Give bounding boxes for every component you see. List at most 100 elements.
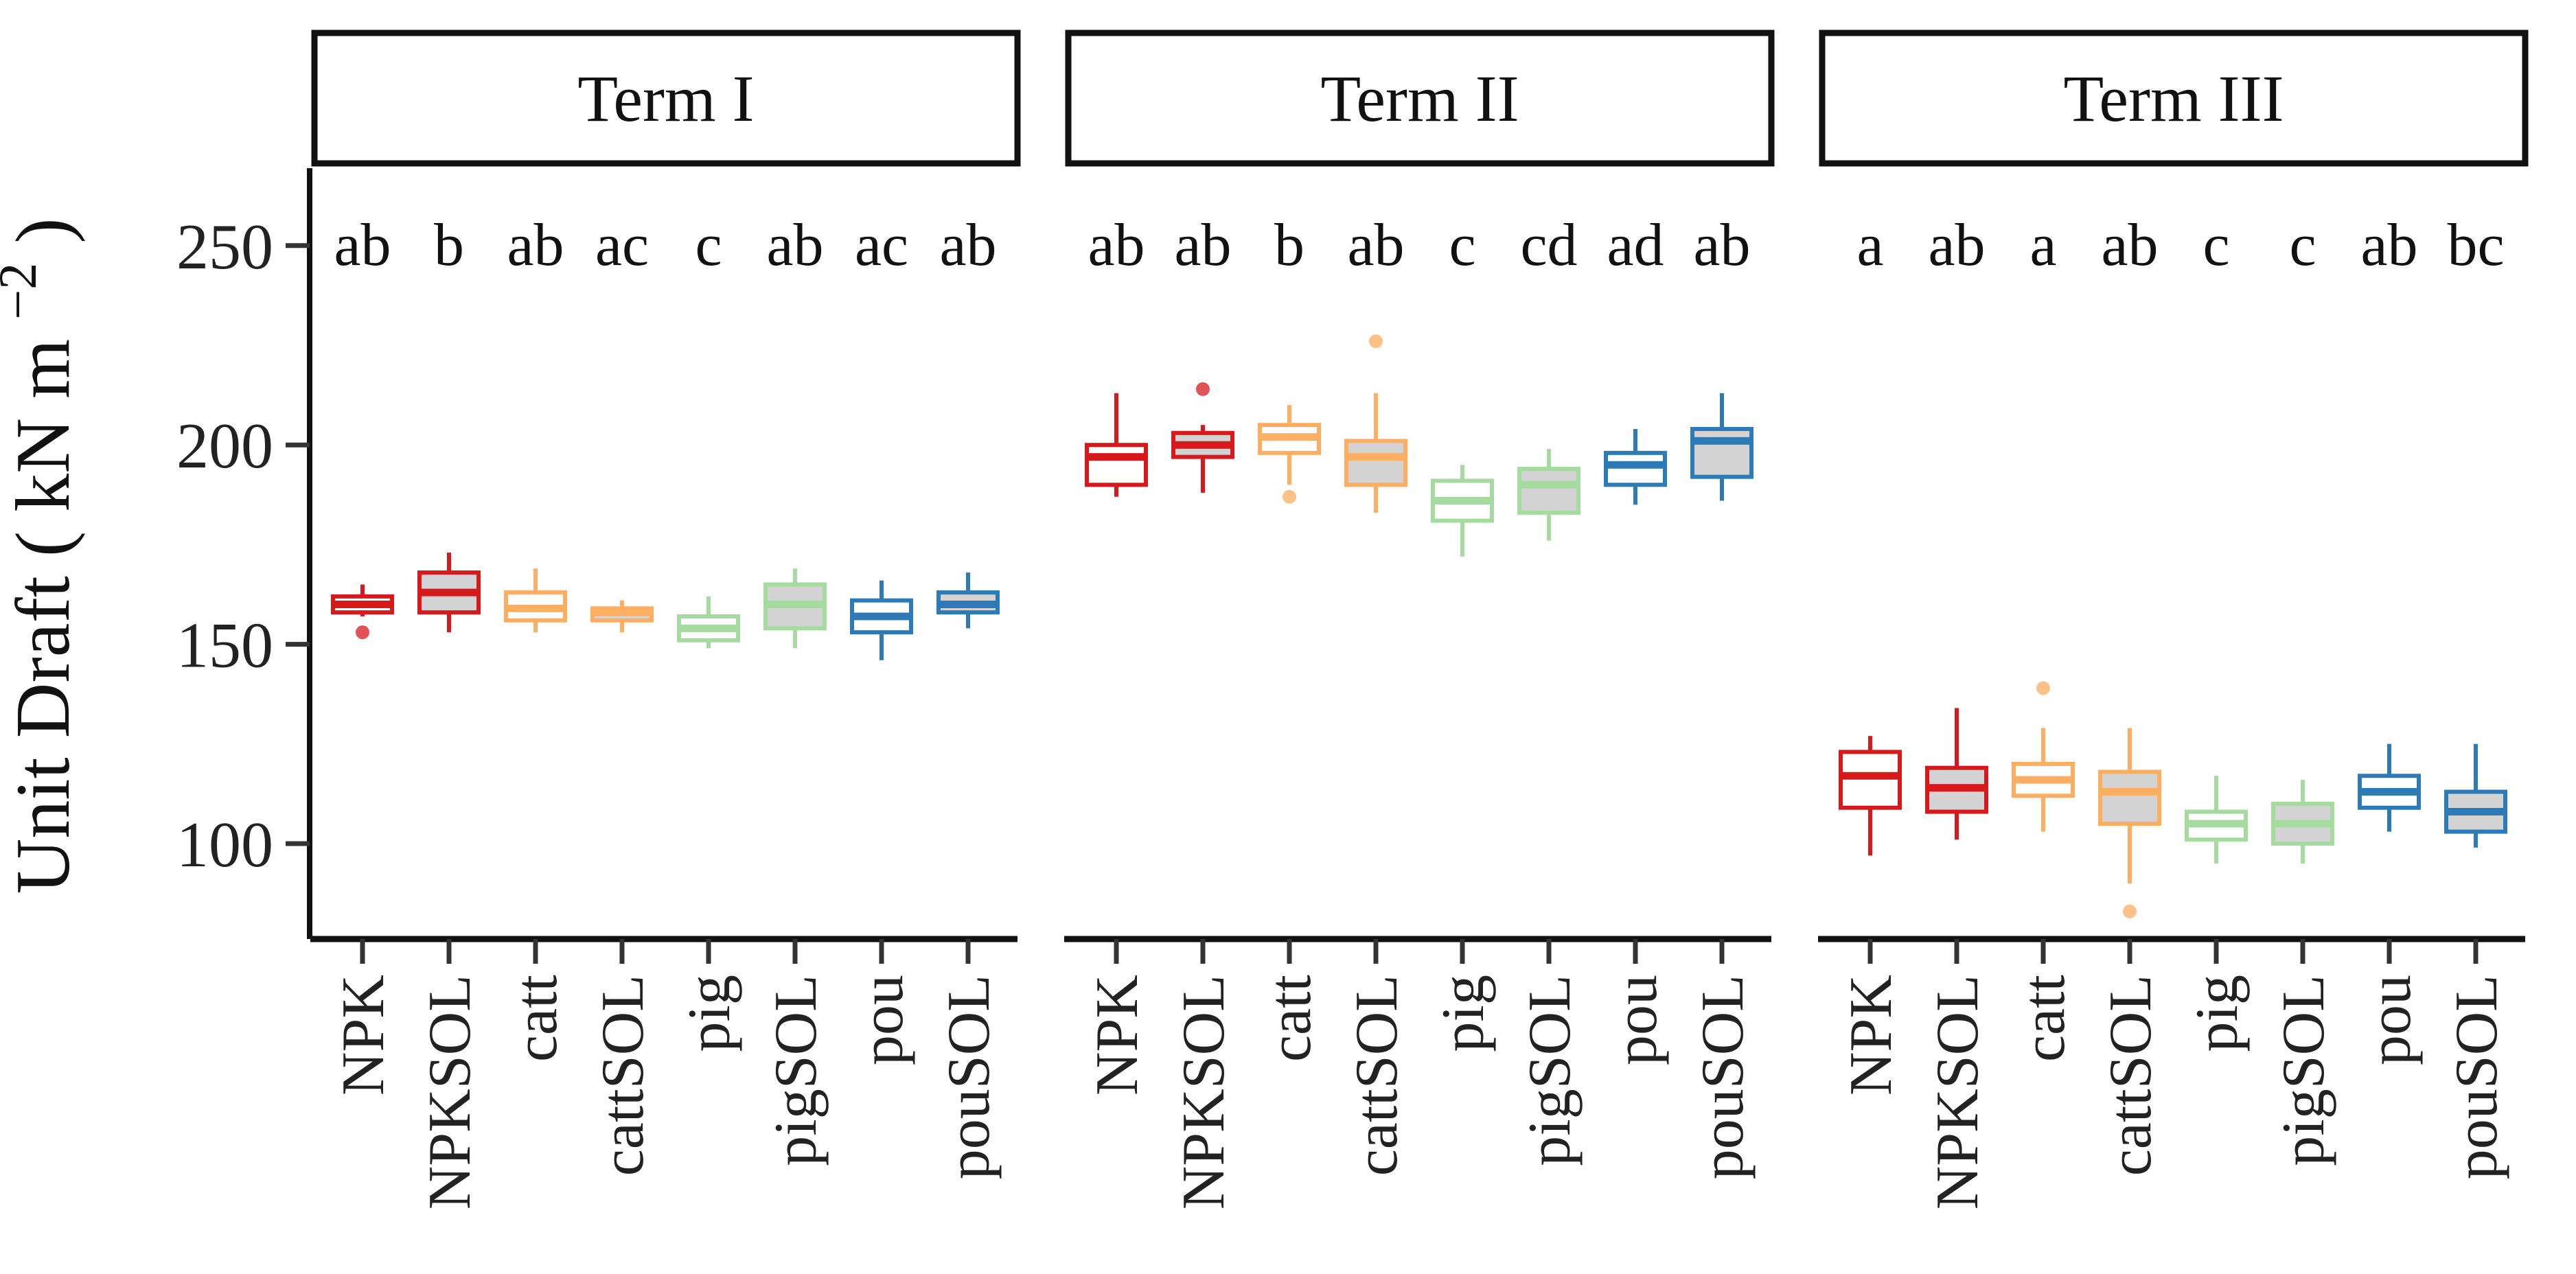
significance-letter: c <box>695 212 722 279</box>
box-pigSOL <box>763 568 827 649</box>
x-tick-label-group: pig <box>2184 975 2251 1052</box>
x-tick-label: NPK <box>1084 975 1151 1096</box>
x-tick-label: pouSOL <box>2443 975 2510 1179</box>
significance-letter: a <box>2029 212 2056 279</box>
box-catt <box>2012 681 2075 832</box>
x-tick-label: pigSOL <box>763 975 829 1166</box>
significance-letter: c <box>2289 212 2316 279</box>
box-catt <box>504 568 567 633</box>
box-NPK <box>331 584 394 640</box>
x-tick-label-group: pig <box>1430 975 1497 1052</box>
box-catt <box>1258 405 1321 504</box>
box-NPKSOL <box>1171 382 1234 493</box>
box-pigSOL <box>2271 780 2334 864</box>
significance-letter: ab <box>2360 212 2417 279</box>
x-tick-label: catt <box>1257 975 1324 1062</box>
x-tick-label-group: pig <box>676 975 743 1052</box>
significance-letter: ab <box>766 212 823 279</box>
x-tick-label: catt <box>503 975 570 1062</box>
x-tick-label-group: catt <box>1257 975 1324 1062</box>
x-tick-label: pouSOL <box>936 975 1002 1179</box>
x-tick-label: pou <box>849 975 916 1065</box>
x-tick-label-group: NPK <box>330 975 397 1096</box>
x-tick-label-group: catt <box>2011 975 2078 1062</box>
box-pouSOL <box>1690 393 1753 501</box>
iqr-box <box>1604 450 1667 487</box>
significance-letter: b <box>1274 212 1304 279</box>
significance-letter: c <box>1449 212 1475 279</box>
facet-strip <box>311 30 1021 167</box>
x-tick-label-group: pigSOL <box>1517 975 1583 1166</box>
significance-letter: ab <box>1347 212 1404 279</box>
significance-letter: b <box>434 212 464 279</box>
box-pou <box>2358 743 2421 832</box>
x-tick-label-group: NPKSOL <box>417 975 483 1209</box>
y-axis-title: Unit Draft ( kN m −2 ) <box>0 218 86 894</box>
box-pouSOL <box>936 572 1000 629</box>
facet-panel: Term II ab NPK ab NPKSOL b catt ab cattSOL c pig cd… <box>1064 30 1775 1209</box>
significance-letter: ab <box>507 212 564 279</box>
facet-panel: Term I ab NPK b NPKSOL ab catt ac cattSOL c pig ab p… <box>310 30 1021 1209</box>
x-tick-label-group: NPKSOL <box>1924 975 1991 1209</box>
iqr-box <box>1517 467 1580 515</box>
significance-letter: cd <box>1520 212 1577 279</box>
significance-letter: ab <box>1693 212 1750 279</box>
iqr-box <box>2098 769 2161 826</box>
y-tick-label: 100 <box>176 809 273 881</box>
x-tick-label: pig <box>1430 975 1497 1052</box>
significance-letter: a <box>1856 212 1883 279</box>
x-tick-label-group: pou <box>1603 975 1670 1065</box>
box-pigSOL <box>1517 449 1580 541</box>
y-axis-label: Unit Draft ( kN m <box>1 339 86 894</box>
significance-letter: bc <box>2447 212 2504 279</box>
x-tick-label-group: NPKSOL <box>1171 975 1237 1209</box>
iqr-box <box>1344 439 1407 487</box>
x-tick-label: pigSOL <box>2270 975 2337 1166</box>
significance-letter: ac <box>855 212 908 279</box>
x-tick-label-group: cattSOL <box>1344 975 1410 1176</box>
x-tick-label: NPK <box>330 975 397 1096</box>
x-tick-label: cattSOL <box>1344 975 1410 1176</box>
x-tick-label: pou <box>1603 975 1670 1065</box>
significance-letter: c <box>2203 212 2229 279</box>
outlier-point <box>2036 681 2050 695</box>
x-tick-label-group: NPK <box>1084 975 1151 1096</box>
x-tick-label: NPKSOL <box>417 975 483 1209</box>
x-tick-label: cattSOL <box>2097 975 2164 1176</box>
x-tick-label: catt <box>2011 975 2078 1062</box>
x-tick-label-group: pou <box>849 975 916 1065</box>
box-pig <box>1431 465 1494 557</box>
y-tick-label: 200 <box>176 410 273 482</box>
box-pouSOL <box>2444 743 2507 848</box>
facet-strip <box>1065 30 1775 167</box>
significance-letter: ab <box>1174 212 1231 279</box>
svg-text:Unit Draft ( kN m −2: Unit Draft ( kN m −2 ) <box>0 218 86 894</box>
y-axis-label-superscript: −2 <box>0 263 47 320</box>
y-tick-label: 250 <box>176 211 273 283</box>
x-tick-label: pig <box>2184 975 2251 1052</box>
x-tick-label: pigSOL <box>1517 975 1583 1166</box>
box-pig <box>677 596 740 649</box>
x-tick-label: pou <box>2357 975 2424 1065</box>
facet-title: Term III <box>2063 62 2284 135</box>
x-tick-label-group: pou <box>2357 975 2424 1065</box>
outlier-point <box>2123 904 2137 918</box>
iqr-box <box>1839 750 1902 810</box>
facet-panel: Term III a NPK ab NPKSOL a catt ab cattSOL c pig c p… <box>1818 30 2529 1209</box>
x-tick-label: pouSOL <box>1690 975 1756 1179</box>
x-tick-label-group: NPK <box>1838 975 1905 1096</box>
facet-title: Term II <box>1320 62 1519 135</box>
outlier-point <box>1196 382 1210 396</box>
outlier-point <box>356 625 369 640</box>
x-tick-label-group: pigSOL <box>763 975 829 1166</box>
box-NPK <box>1085 393 1148 497</box>
significance-letter: ab <box>1088 212 1145 279</box>
x-tick-label: pig <box>676 975 743 1052</box>
facet-panels: Term IabNPKbNPKSOLabcattaccattSOLcpigabp… <box>310 30 2529 1209</box>
significance-letter: ab <box>1928 212 1985 279</box>
significance-letter: ac <box>595 212 649 279</box>
box-cattSOL <box>2098 728 2161 918</box>
box-pou <box>1604 428 1667 505</box>
box-cattSOL <box>1344 334 1407 513</box>
